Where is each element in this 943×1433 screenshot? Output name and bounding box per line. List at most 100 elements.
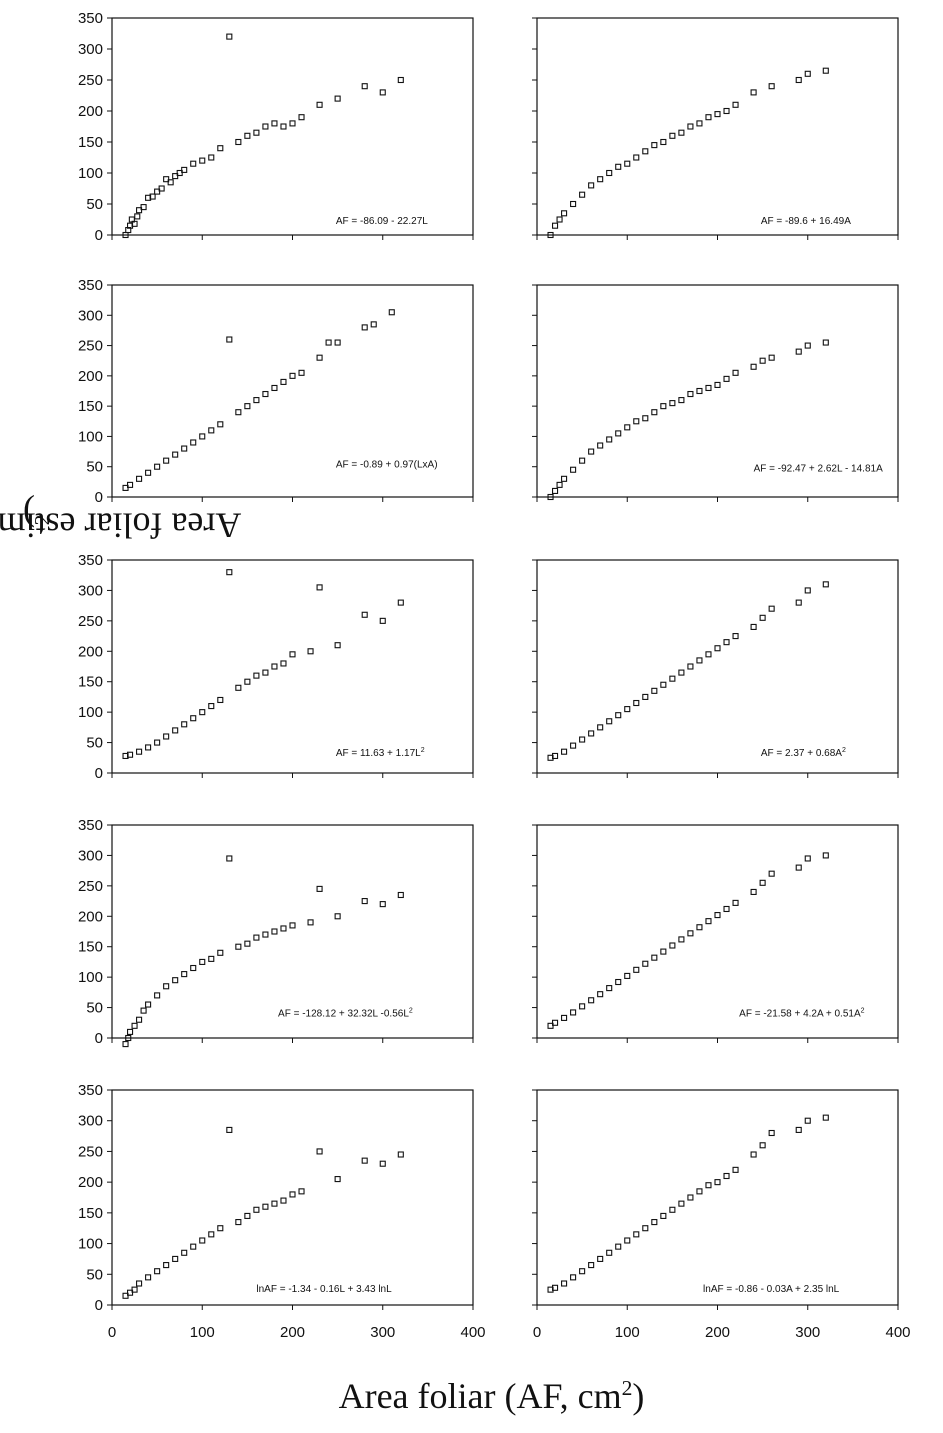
data-point: [551, 487, 559, 494]
data-point: [750, 623, 757, 630]
data-point: [244, 678, 251, 685]
y-tick-label: 150: [78, 674, 103, 691]
y-tick-label: 250: [78, 613, 103, 630]
y-tick-label: 300: [78, 41, 103, 58]
data-point: [289, 1191, 296, 1198]
data-point: [669, 675, 676, 682]
data-point: [316, 354, 323, 361]
data-point: [289, 120, 296, 127]
data-point: [822, 67, 829, 74]
data-point: [588, 448, 595, 455]
data-point: [606, 718, 613, 725]
y-tick-label: 100: [78, 165, 103, 182]
data-point: [131, 1022, 138, 1029]
data-point: [334, 1176, 341, 1183]
data-point: [768, 1129, 775, 1137]
data-point: [271, 120, 278, 127]
data-point: [262, 390, 269, 398]
data-point: [547, 231, 554, 239]
data-point: [705, 651, 712, 658]
data-point: [226, 569, 233, 576]
panel-9: 0 50 100 150 200 250 300 350 0 100 200 300 400 lnAF =…: [78, 1082, 486, 1341]
data-point: [122, 1041, 129, 1048]
data-point: [615, 1243, 622, 1250]
equation-superscript: 2: [842, 747, 846, 754]
plot-frame: [536, 824, 899, 1039]
data-point: [271, 384, 278, 392]
data-point: [660, 138, 667, 146]
data-point: [145, 469, 152, 476]
data-point: [379, 1160, 386, 1167]
data-point: [705, 114, 712, 121]
data-point: [714, 1179, 721, 1186]
data-point: [705, 918, 712, 925]
y-tick-label: 0: [95, 1297, 103, 1314]
data-point: [597, 991, 604, 998]
data-point: [606, 1249, 613, 1256]
data-point: [145, 744, 152, 751]
y-tick-label: 250: [78, 878, 103, 895]
data-point: [334, 339, 341, 346]
data-point: [271, 663, 278, 670]
data-point: [822, 1114, 829, 1121]
data-point: [669, 1206, 676, 1213]
data-point: [280, 925, 287, 932]
data-point: [723, 107, 730, 115]
data-point: [768, 83, 775, 90]
data-point: [732, 1166, 739, 1173]
data-point: [176, 169, 183, 177]
data-point: [624, 424, 631, 431]
data-point: [181, 1249, 188, 1256]
data-point: [768, 870, 775, 877]
data-point: [136, 207, 143, 214]
data-point: [687, 930, 694, 937]
data-point: [606, 985, 613, 992]
data-point: [687, 390, 694, 398]
data-point: [235, 943, 242, 950]
data-point: [253, 129, 260, 136]
data-point: [226, 336, 233, 343]
y-tick-label: 350: [78, 552, 103, 569]
data-point: [642, 1225, 649, 1232]
data-point: [140, 204, 147, 211]
data-point: [298, 114, 305, 121]
data-point: [208, 427, 215, 434]
data-point: [154, 188, 161, 195]
plot-frame: [536, 17, 899, 236]
data-point: [397, 1151, 404, 1158]
data-point: [588, 182, 595, 189]
data-point: [795, 76, 802, 84]
model-equation: AF = -92.47 + 2.62L - 14.81A: [754, 464, 883, 475]
data-point: [579, 191, 586, 198]
data-point: [167, 179, 174, 186]
y-tick-label: 50: [86, 1266, 103, 1283]
data-point: [199, 433, 206, 440]
data-point: [199, 157, 206, 164]
data-point: [822, 581, 829, 588]
data-point: [696, 1188, 703, 1195]
data-point: [253, 397, 260, 404]
data-point: [334, 642, 341, 649]
data-point: [795, 864, 802, 871]
data-point: [136, 475, 143, 482]
x-tick-label: 300: [370, 1324, 395, 1341]
data-point: [804, 855, 811, 862]
data-point: [127, 1289, 134, 1296]
data-point: [551, 752, 559, 760]
data-point: [334, 95, 341, 102]
data-point: [588, 997, 595, 1004]
data-point: [397, 76, 404, 84]
data-point: [687, 1194, 694, 1201]
data-point: [588, 1262, 595, 1269]
plot-frame: [111, 1089, 474, 1306]
data-point: [561, 210, 568, 217]
data-point: [235, 1219, 242, 1226]
y-tick-label: 350: [78, 10, 103, 27]
data-point: [172, 977, 179, 984]
y-tick-label: 100: [78, 969, 103, 986]
data-point: [696, 924, 703, 931]
data-point: [125, 226, 132, 234]
data-point: [759, 357, 766, 364]
y-tick-label: 50: [86, 735, 103, 752]
data-point: [136, 1280, 143, 1287]
